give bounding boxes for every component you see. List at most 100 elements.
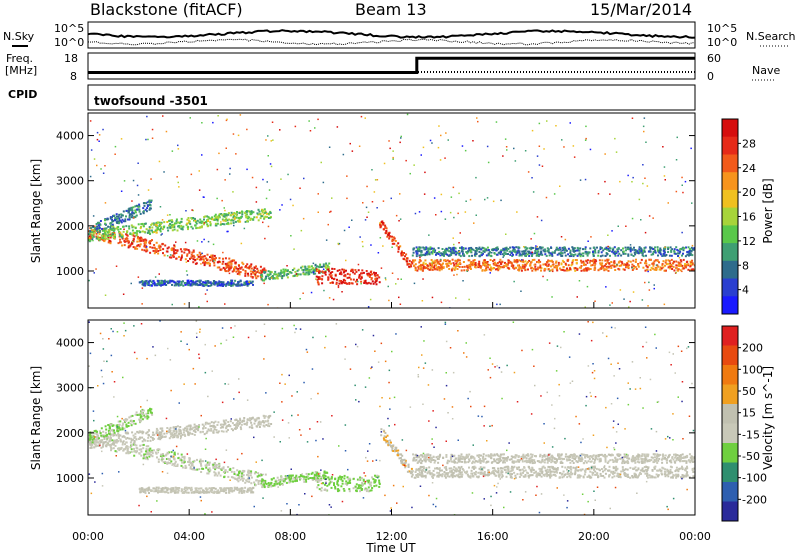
heatmap-cell	[163, 225, 166, 228]
heatmap-cell	[250, 424, 253, 427]
heatmap-cell	[677, 254, 680, 257]
heatmap-cell	[434, 261, 437, 264]
heatmap-cell	[401, 252, 404, 255]
heatmap-cell	[669, 262, 672, 265]
heatmap-cell	[445, 262, 448, 265]
heatmap-cell	[125, 441, 128, 444]
heatmap-cell	[555, 260, 558, 263]
heatmap-cell	[238, 471, 240, 474]
heatmap-cell	[625, 225, 627, 227]
heatmap-cell	[564, 254, 567, 257]
heatmap-cell	[604, 180, 606, 183]
heatmap-cell	[181, 433, 184, 436]
heatmap-cell	[507, 261, 510, 264]
heatmap-cell	[519, 253, 522, 256]
power-ylabel: Slant Range [km]	[29, 159, 43, 263]
heatmap-cell	[172, 463, 175, 466]
heatmap-cell	[690, 262, 693, 265]
heatmap-cell	[555, 125, 557, 127]
heatmap-cell	[308, 273, 311, 276]
heatmap-cell	[157, 281, 160, 284]
heatmap-cell	[614, 253, 617, 256]
heatmap-cell	[183, 248, 186, 251]
heatmap-cell	[112, 220, 115, 222]
heatmap-cell	[270, 277, 273, 279]
heatmap-cell	[648, 264, 651, 267]
heatmap-cell	[639, 247, 642, 250]
heatmap-cell	[474, 266, 477, 269]
heatmap-cell	[348, 273, 351, 276]
heatmap-cell	[584, 246, 587, 249]
heatmap-cell	[482, 263, 485, 266]
heatmap-cell	[245, 213, 248, 216]
heatmap-cell	[138, 448, 141, 451]
heatmap-cell	[216, 219, 218, 221]
heatmap-cell	[263, 483, 266, 486]
heatmap-cell	[446, 253, 449, 256]
heatmap-cell	[539, 251, 542, 254]
heatmap-cell	[539, 246, 541, 249]
heatmap-cell	[145, 244, 148, 247]
heatmap-cell	[144, 241, 147, 244]
heatmap-cell	[200, 463, 202, 466]
heatmap-cell	[126, 451, 129, 454]
heatmap-cell	[375, 272, 377, 275]
heatmap-cell	[192, 468, 195, 471]
heatmap-cell	[155, 452, 158, 455]
heatmap-cell	[118, 217, 121, 220]
heatmap-cell	[350, 270, 353, 273]
heatmap-cell	[173, 245, 176, 248]
heatmap-cell	[159, 455, 162, 458]
heatmap-cell	[551, 296, 553, 298]
heatmap-cell	[113, 232, 116, 234]
heatmap-cell	[537, 250, 540, 253]
heatmap-cell	[498, 264, 501, 267]
heatmap-cell	[452, 262, 455, 265]
heatmap-cell	[179, 429, 182, 432]
heatmap-cell	[580, 266, 582, 269]
heatmap-cell	[256, 417, 259, 420]
heatmap-cell	[199, 281, 201, 283]
heatmap-cell	[176, 465, 179, 467]
heatmap-cell	[134, 432, 137, 435]
heatmap-cell	[137, 244, 140, 247]
heatmap-cell	[159, 222, 162, 225]
heatmap-cell	[312, 272, 315, 275]
heatmap-cell	[560, 263, 563, 266]
heatmap-cell	[526, 247, 529, 250]
heatmap-cell	[136, 430, 139, 433]
heatmap-cell	[136, 184, 139, 187]
heatmap-cell	[243, 227, 246, 230]
heatmap-cell	[547, 268, 550, 271]
heatmap-cell	[439, 159, 442, 161]
heatmap-cell	[185, 270, 188, 272]
heatmap-cell	[654, 249, 657, 252]
heatmap-cell	[246, 128, 248, 131]
heatmap-cell	[453, 263, 456, 266]
heatmap-cell	[248, 210, 250, 213]
heatmap-cell	[643, 249, 646, 252]
colorbar-segment	[722, 154, 738, 173]
heatmap-cell	[155, 430, 158, 433]
heatmap-cell	[500, 199, 502, 202]
colorbar-segment	[722, 225, 738, 244]
heatmap-cell	[250, 418, 253, 420]
heatmap-cell	[97, 221, 100, 224]
heatmap-cell	[397, 242, 400, 245]
heatmap-cell	[237, 474, 240, 477]
heatmap-cell	[248, 266, 251, 268]
heatmap-cell	[462, 261, 465, 263]
heatmap-cell	[235, 267, 238, 270]
heatmap-cell	[542, 249, 545, 252]
heatmap-cell	[261, 211, 264, 214]
heatmap-cell	[117, 440, 120, 443]
heatmap-cell	[164, 460, 167, 463]
heatmap-cell	[494, 268, 497, 271]
heatmap-cell	[252, 283, 254, 286]
heatmap-cell	[157, 460, 160, 463]
heatmap-cell	[122, 441, 124, 444]
heatmap-cell	[309, 130, 312, 132]
heatmap-cell	[270, 478, 273, 481]
heatmap-cell	[520, 269, 523, 272]
heatmap-cell	[335, 281, 338, 284]
